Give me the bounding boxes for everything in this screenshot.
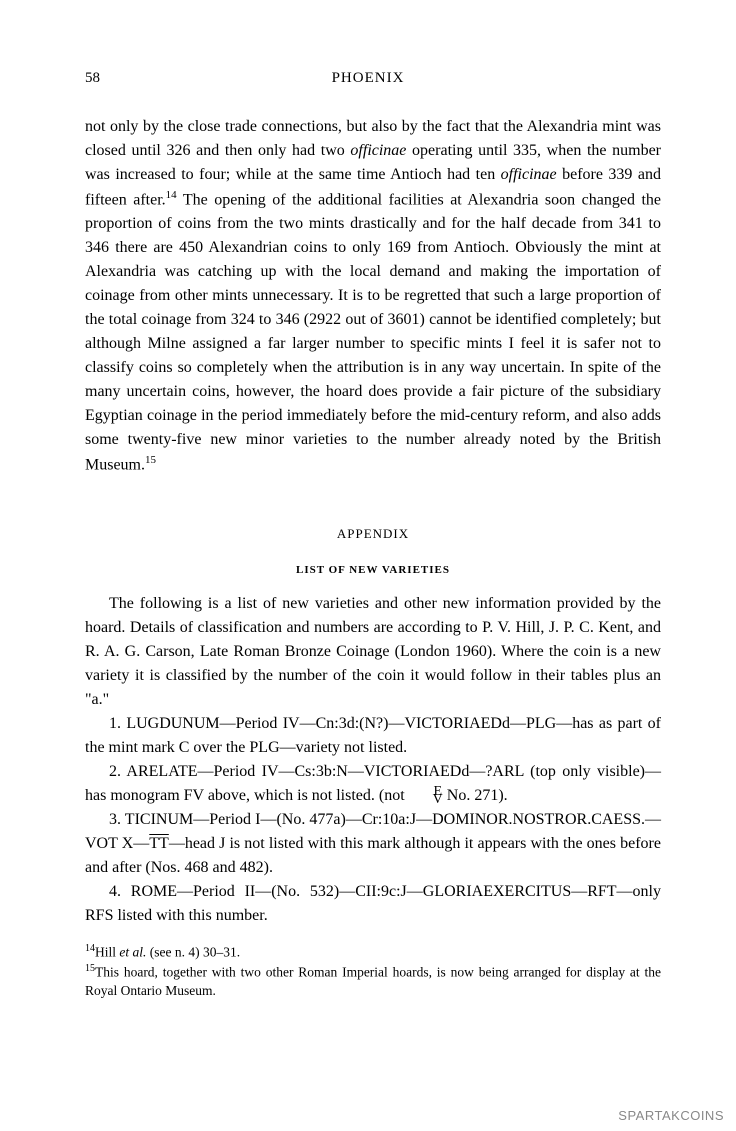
footnote-14-sup: 14 xyxy=(85,943,95,954)
footnote-14-part1: Hill xyxy=(95,944,119,959)
footnote-ref-15: 15 xyxy=(145,454,156,466)
appendix-subheading: LIST OF NEW VARIETIES xyxy=(85,564,661,576)
page-number: 58 xyxy=(85,70,100,87)
appendix-heading: APPENDIX xyxy=(85,526,661,542)
appendix-intro-italic: Late Roman Bronze Coinage xyxy=(200,643,390,660)
appendix-intro: The following is a list of new varieties… xyxy=(85,592,661,712)
footnotes: 14Hill et al. (see n. 4) 30–31. 15This h… xyxy=(85,942,661,1002)
body-text-4: The opening of the additional facilities… xyxy=(85,191,661,473)
appendix-item-3-part2: —head J is not listed with this mark alt… xyxy=(85,835,661,876)
appendix-item-2-part1: 2. ARELATE—Period IV—Cs:3b:N—VICTORIAEDd… xyxy=(85,763,661,804)
footnote-14-part2: (see n. 4) 30–31. xyxy=(146,944,240,959)
body-italic-1: officinae xyxy=(350,142,406,159)
body-paragraph: not only by the close trade connections,… xyxy=(85,115,661,478)
appendix-item-2-part2: No. 271). xyxy=(443,787,508,804)
body-italic-2: officinae xyxy=(501,166,557,183)
stacked-bottom: V xyxy=(409,796,443,804)
footnote-14-italic: et al. xyxy=(119,944,146,959)
appendix-item-4: 4. ROME—Period II—(No. 532)—CII:9c:J—GLO… xyxy=(85,880,661,928)
footnote-14: 14Hill et al. (see n. 4) 30–31. xyxy=(85,942,661,962)
overline-tt: TT xyxy=(149,835,169,852)
journal-title: PHOENIX xyxy=(332,70,405,87)
appendix-item-3: 3. TICINUM—Period I—(No. 477a)—Cr:10a:J—… xyxy=(85,808,661,880)
footnote-15-sup: 15 xyxy=(85,963,95,974)
stacked-ev: EV xyxy=(409,788,443,803)
footnote-ref-14: 14 xyxy=(166,189,177,201)
page-header: 58 PHOENIX xyxy=(85,70,661,87)
footnote-15: 15This hoard, together with two other Ro… xyxy=(85,962,661,1001)
appendix-item-2: 2. ARELATE—Period IV—Cs:3b:N—VICTORIAEDd… xyxy=(85,760,661,808)
footnote-15-text: This hoard, together with two other Roma… xyxy=(85,965,661,999)
appendix-item-1: 1. LUGDUNUM—Period IV—Cn:3d:(N?)—VICTORI… xyxy=(85,712,661,760)
watermark: SPARTAKCOINS xyxy=(618,1108,724,1123)
